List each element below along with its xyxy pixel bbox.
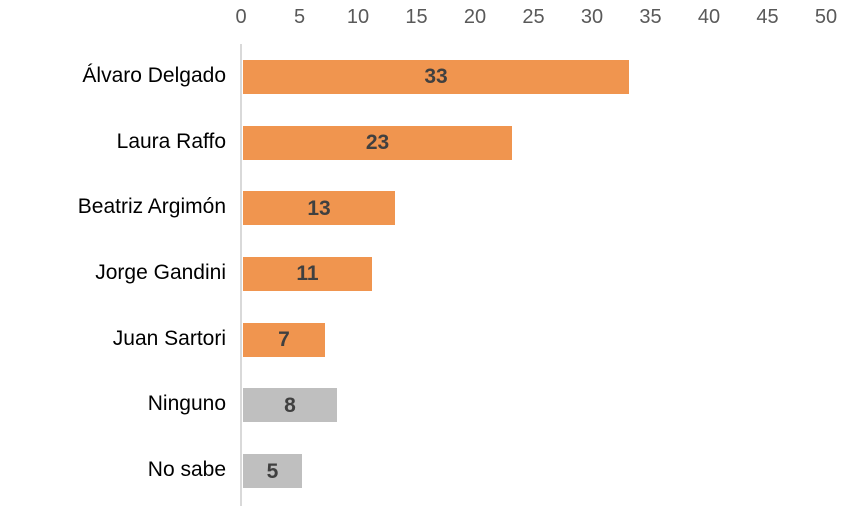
x-axis-tick-label: 15 <box>405 6 428 28</box>
x-axis-tick-label: 45 <box>756 6 779 28</box>
x-axis-tick-label: 10 <box>346 6 370 28</box>
bar-value-label: 13 <box>307 196 331 220</box>
bar: 11 <box>243 256 372 291</box>
category-label: Jorge Gandini <box>95 260 226 284</box>
x-axis-tick-label: 30 <box>580 6 604 28</box>
x-axis-tick-label: 0 <box>235 6 247 28</box>
x-axis-tick-label: 40 <box>697 6 721 28</box>
category-label: Ninguno <box>147 392 226 416</box>
category-label: Juan Sartori <box>112 326 226 350</box>
bar-value-label: 33 <box>424 65 448 89</box>
y-axis-line <box>240 44 242 506</box>
bar-value-label: 23 <box>365 131 390 155</box>
bar: 33 <box>243 59 629 94</box>
category-label: Álvaro Delgado <box>82 63 226 87</box>
category-label: Beatriz Argimón <box>77 195 226 219</box>
x-axis-tick-label: 20 <box>463 6 487 28</box>
bar: 13 <box>243 191 395 226</box>
bar-value-label: 8 <box>284 393 296 417</box>
category-label: No sabe <box>147 458 226 482</box>
bar-value-label: 7 <box>278 328 290 352</box>
x-axis-tick-label: 50 <box>814 6 838 28</box>
bar-value-label: 11 <box>296 262 319 286</box>
bar: 23 <box>243 125 512 160</box>
bar-value-label: 5 <box>266 459 279 483</box>
category-label: Laura Raffo <box>116 129 226 153</box>
x-axis-tick-label: 5 <box>293 6 306 28</box>
bar: 5 <box>243 454 302 489</box>
bar: 8 <box>243 388 337 423</box>
x-axis-tick-label: 35 <box>639 6 662 28</box>
x-axis-tick-label: 25 <box>522 6 545 28</box>
bar: 7 <box>243 322 325 357</box>
